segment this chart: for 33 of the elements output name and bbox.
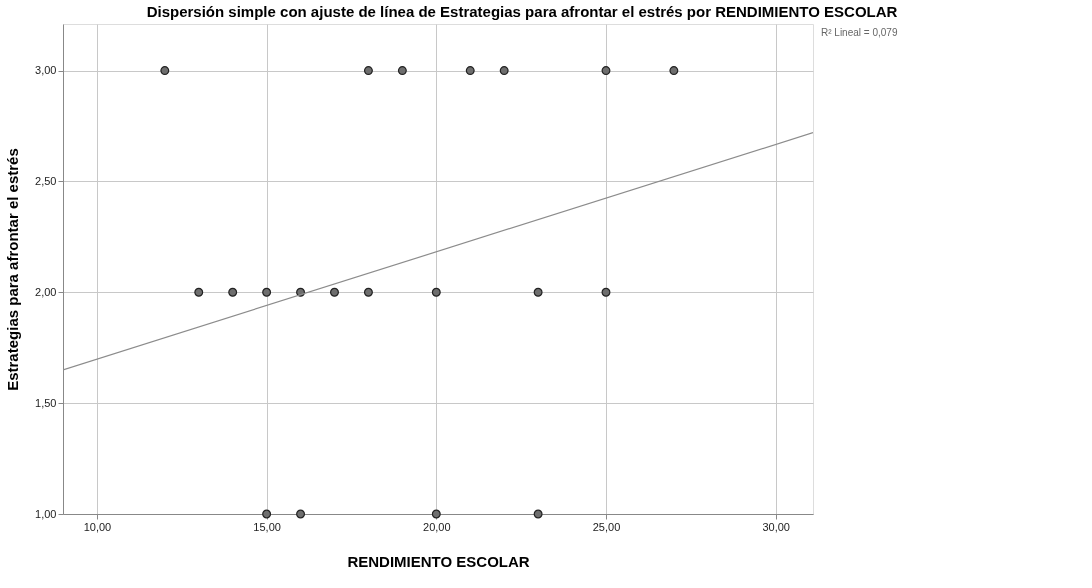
point: [431, 287, 441, 297]
point: [363, 287, 373, 297]
point: [601, 287, 611, 297]
x-tick-label: 10,00: [83, 520, 112, 533]
x-tick-label: 25,00: [592, 520, 621, 533]
point: [431, 509, 441, 519]
y-tick-label: 2,50: [35, 174, 57, 187]
text: R² Lineal = 0,079: [821, 27, 898, 38]
y-tick-label: 1,00: [35, 507, 57, 520]
point: [228, 287, 238, 297]
point: [601, 66, 611, 76]
y-tick-label: 3,00: [35, 64, 57, 77]
point: [296, 509, 306, 519]
x-tick-label: 20,00: [423, 520, 451, 533]
point: [499, 66, 509, 76]
point: [194, 287, 204, 297]
y-tick-label: 1,50: [35, 396, 57, 409]
y-tick-label: 2,00: [35, 285, 57, 298]
y-axis-title: Estrategias para afrontar el estrés: [4, 148, 22, 391]
point: [669, 66, 679, 76]
point: [533, 287, 543, 297]
x-axis-title: RENDIMIENTO ESCOLAR: [347, 552, 530, 570]
point: [465, 66, 475, 76]
point: [262, 509, 272, 519]
point: [533, 509, 543, 519]
point: [262, 287, 272, 297]
x-tick-label: 30,00: [762, 520, 790, 533]
point: [160, 66, 170, 76]
point: [363, 66, 373, 76]
chart-title: Dispersión simple con ajuste de línea de Estrategias para afrontar el estrés por RENDIMIENTO ESCOLAR: [146, 3, 898, 20]
x-tick-label: 15,00: [253, 520, 281, 533]
point: [330, 287, 339, 297]
point: [397, 66, 407, 76]
